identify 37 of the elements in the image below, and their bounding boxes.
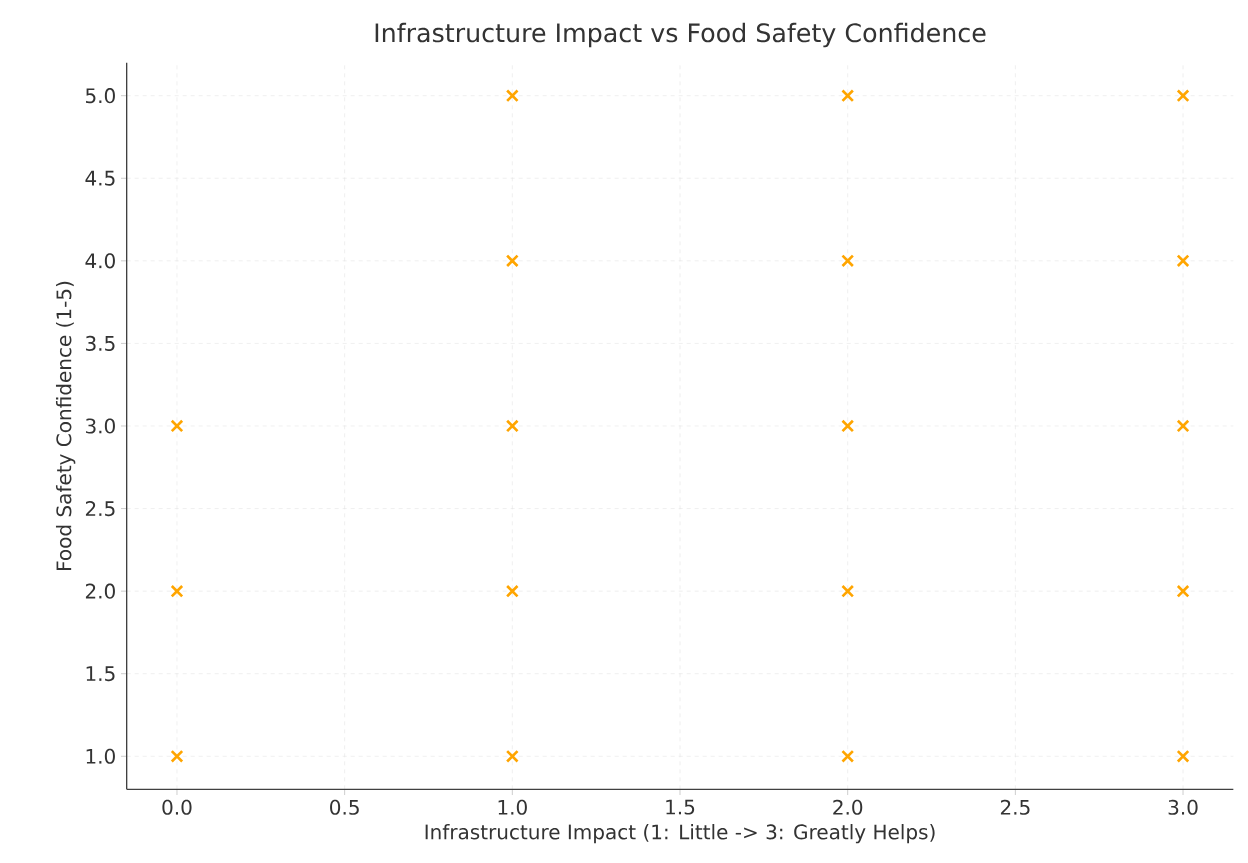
point	[505, 419, 519, 433]
x-tick-label: 1.0	[498, 799, 527, 816]
y-tick-label: 2.0	[85, 583, 115, 599]
y-tick-label: 3.0	[85, 418, 115, 434]
point	[1176, 89, 1190, 103]
point	[841, 749, 855, 763]
point	[505, 749, 519, 763]
point	[170, 749, 184, 763]
point	[505, 254, 519, 268]
point	[1176, 419, 1190, 433]
x-tick-label: 2.5	[1000, 799, 1030, 816]
x-tick-label: 0.5	[330, 799, 359, 816]
y-tick-label: 1.5	[86, 666, 115, 682]
y-tick-label: 2.5	[85, 501, 115, 517]
y-tick-label: 4.0	[85, 253, 115, 269]
x-tick-label: 0.0	[162, 799, 192, 816]
x-tick-label: 3.0	[1168, 799, 1198, 816]
point	[170, 584, 184, 598]
point	[505, 89, 519, 103]
point	[841, 254, 855, 268]
point	[841, 419, 855, 433]
point	[841, 89, 855, 103]
y-axis-title: Food Safety Confidence (1-5)	[55, 282, 76, 571]
point	[505, 584, 519, 598]
y-tick-label: 4.5	[85, 171, 115, 186]
y-tick-label: 1.0	[86, 748, 115, 765]
point	[1176, 749, 1190, 763]
y-tick-label: 5.0	[86, 88, 115, 104]
chart-title: Infrastructure Impact vs Food Safety Confidence	[375, 22, 986, 48]
point	[170, 419, 184, 433]
point	[1176, 584, 1190, 598]
point	[1176, 254, 1190, 268]
y-tick-label: 3.5	[85, 336, 115, 352]
point	[841, 584, 855, 598]
x-tick-label: 1.5	[666, 799, 695, 815]
x-tick-label: 2.0	[833, 799, 863, 816]
x-axis-title: Infrastructure Impact (1: Little -> 3: Greatly Helps)	[425, 824, 935, 844]
